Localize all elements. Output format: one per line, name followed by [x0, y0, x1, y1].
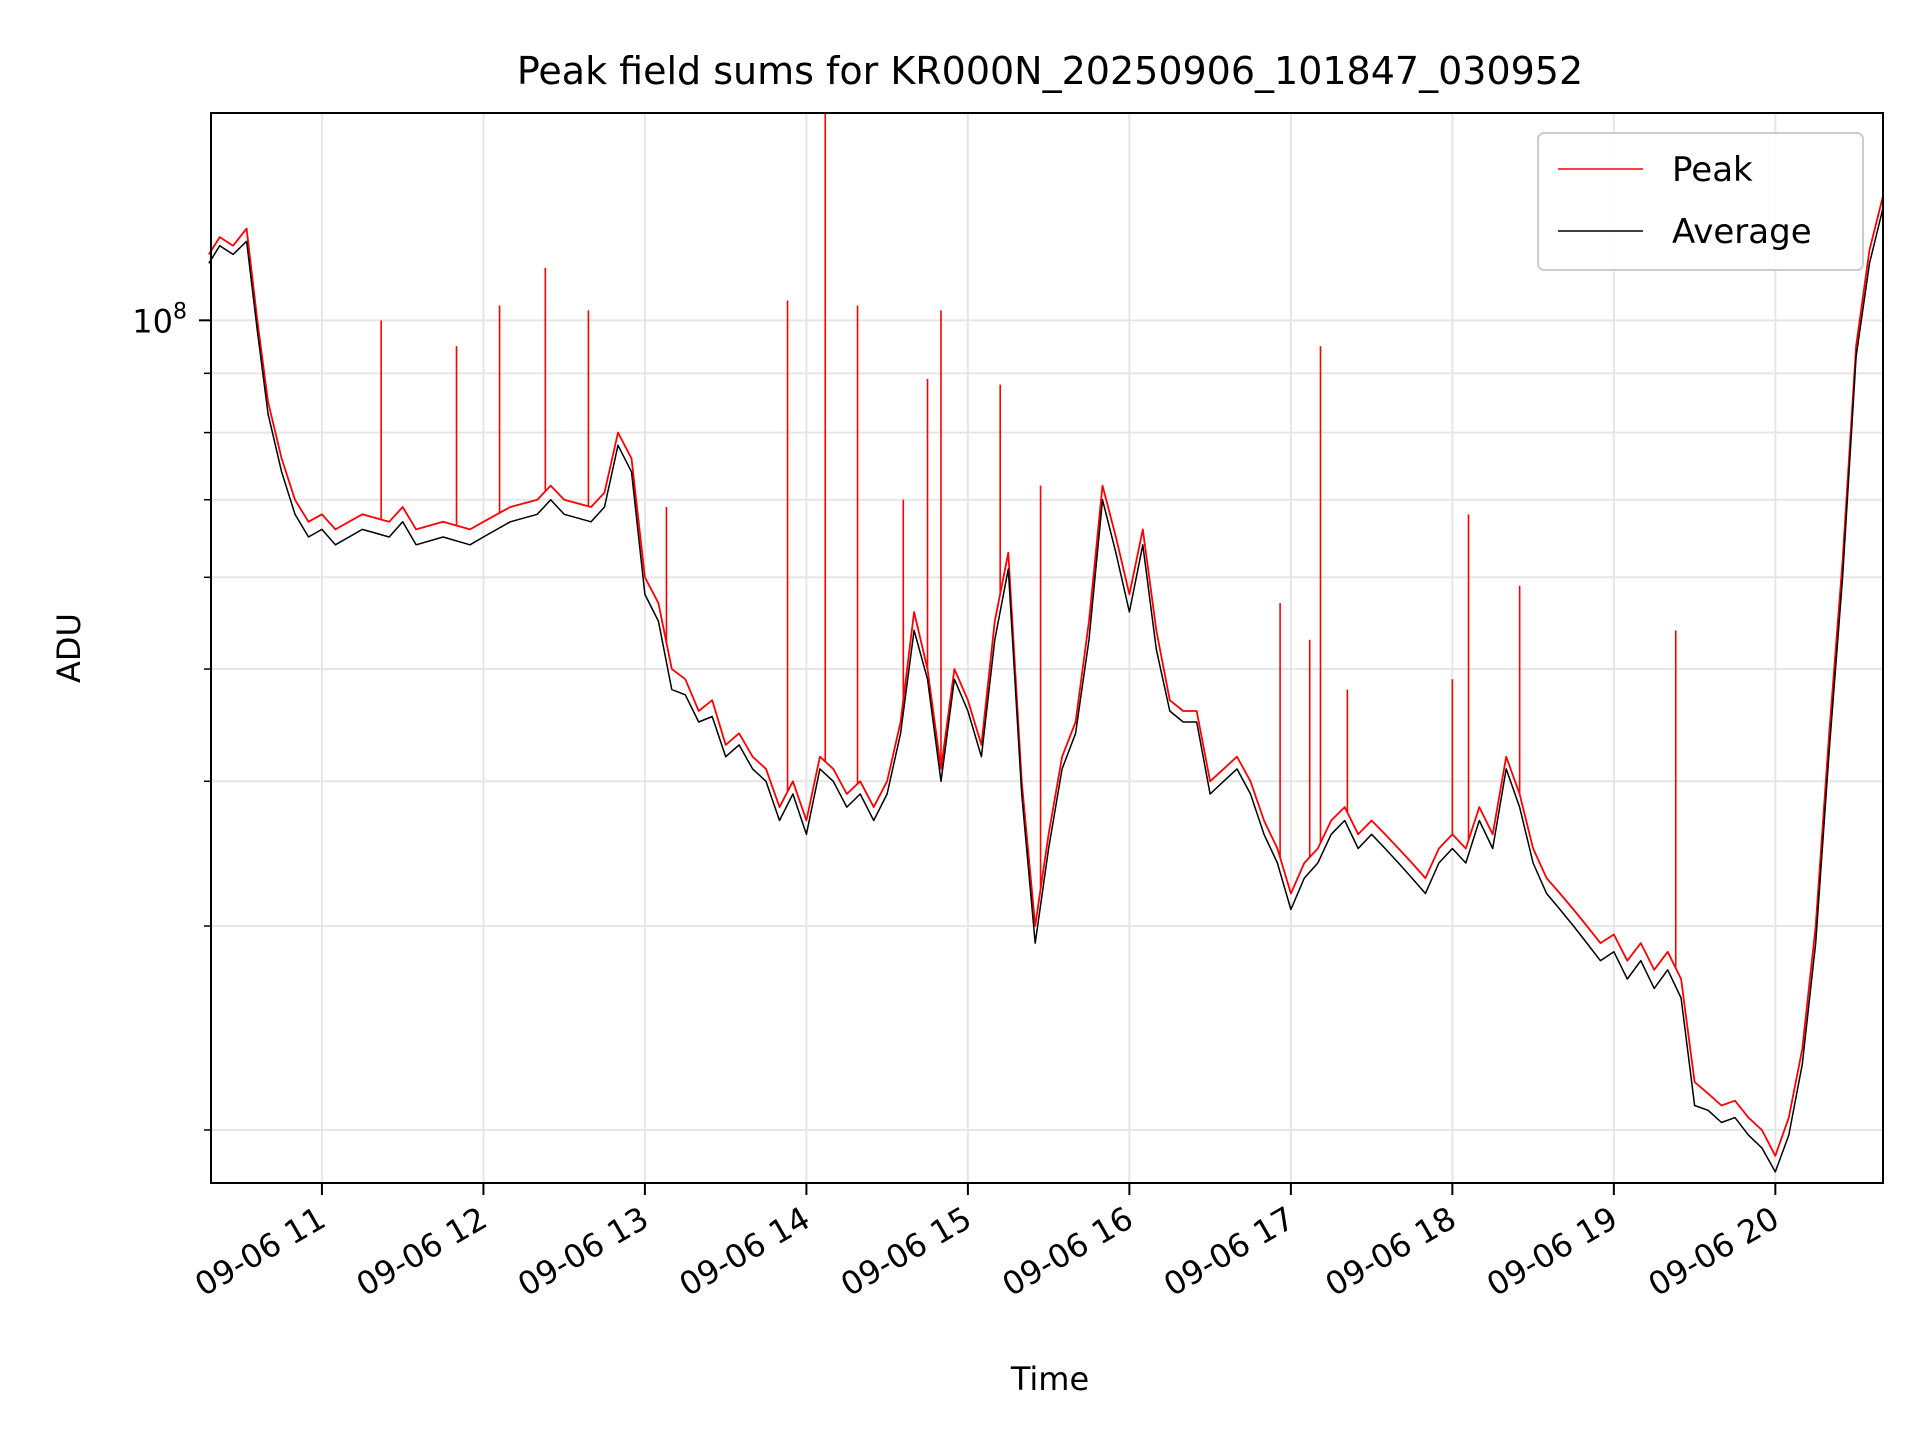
grid-lines — [211, 113, 1883, 1183]
legend-label-peak: Peak — [1672, 150, 1753, 190]
legend: Peak Average — [1537, 132, 1864, 271]
legend-label-average: Average — [1672, 212, 1812, 252]
y-tick-label: 108 — [132, 299, 187, 340]
y-tick-label-base: 10 — [132, 302, 173, 340]
y-axis-label: ADU — [50, 613, 88, 683]
series-line-peak — [208, 195, 1884, 1157]
x-axis-label: Time — [1010, 1360, 1089, 1398]
chart-title: Peak field sums for KR000N_20250906_1018… — [517, 49, 1583, 93]
series-layer — [208, 113, 1884, 1173]
legend-box — [1537, 132, 1864, 271]
series-line-average — [208, 207, 1884, 1173]
y-tick-label-exponent: 8 — [173, 299, 187, 324]
plot-frame — [210, 112, 1884, 1184]
